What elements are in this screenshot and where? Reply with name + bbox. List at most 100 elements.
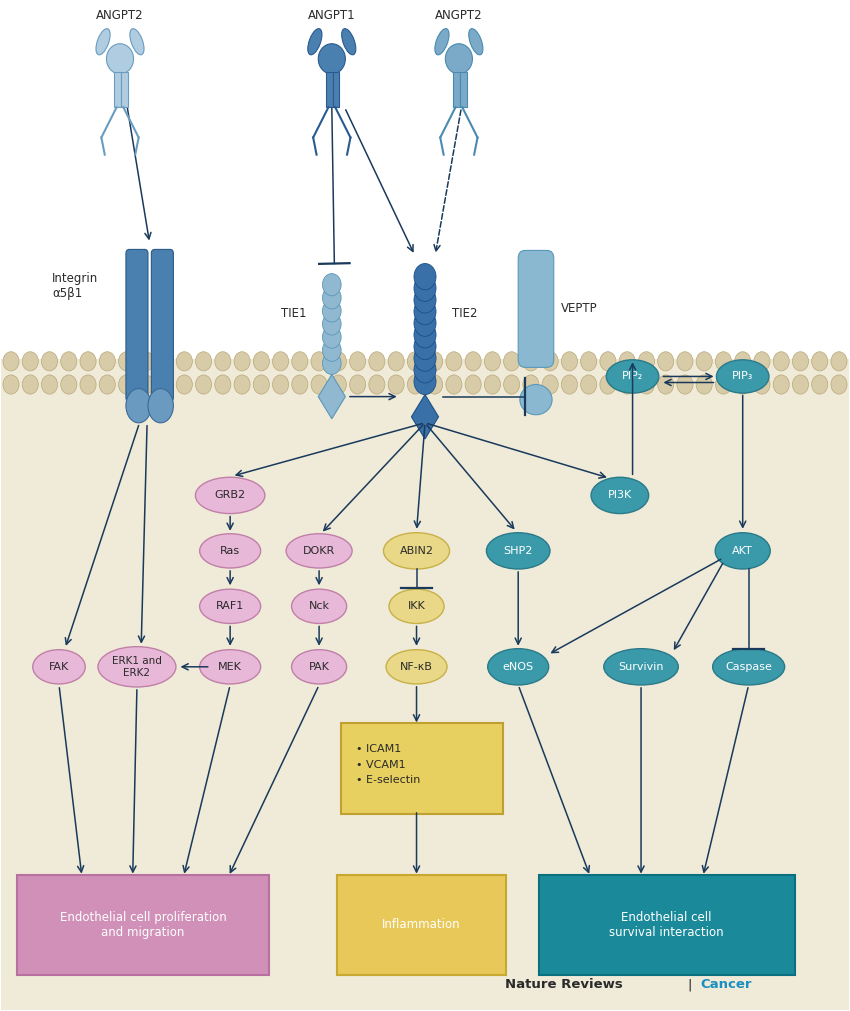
- Ellipse shape: [435, 28, 449, 55]
- Circle shape: [292, 375, 308, 394]
- Circle shape: [80, 375, 96, 394]
- Ellipse shape: [286, 534, 352, 568]
- Text: PIP₂: PIP₂: [622, 371, 643, 381]
- Circle shape: [322, 352, 341, 374]
- Ellipse shape: [717, 360, 769, 393]
- Bar: [2, 359, 848, 1010]
- Circle shape: [22, 352, 38, 371]
- Circle shape: [331, 352, 347, 371]
- Circle shape: [812, 375, 828, 394]
- Circle shape: [414, 310, 436, 337]
- Circle shape: [812, 352, 828, 371]
- Text: ERK1 and
ERK2: ERK1 and ERK2: [112, 656, 162, 677]
- Text: Caspase: Caspase: [725, 662, 772, 672]
- Ellipse shape: [606, 360, 659, 393]
- Circle shape: [600, 375, 616, 394]
- Text: ANGPT2: ANGPT2: [96, 8, 144, 21]
- Circle shape: [414, 368, 436, 394]
- Circle shape: [523, 375, 539, 394]
- Ellipse shape: [520, 384, 553, 415]
- Circle shape: [407, 352, 423, 371]
- Circle shape: [581, 352, 597, 371]
- Text: Nck: Nck: [309, 602, 330, 612]
- Circle shape: [322, 313, 341, 335]
- Ellipse shape: [604, 649, 678, 685]
- Text: NF-κB: NF-κB: [400, 662, 433, 672]
- Circle shape: [322, 326, 341, 348]
- Circle shape: [542, 352, 558, 371]
- Circle shape: [388, 352, 404, 371]
- Polygon shape: [453, 72, 460, 107]
- Text: GRB2: GRB2: [214, 490, 246, 500]
- FancyBboxPatch shape: [151, 250, 173, 401]
- Circle shape: [774, 375, 790, 394]
- Circle shape: [754, 375, 770, 394]
- Circle shape: [388, 375, 404, 394]
- Circle shape: [414, 287, 436, 313]
- Text: AKT: AKT: [733, 546, 753, 556]
- Circle shape: [414, 264, 436, 290]
- Ellipse shape: [96, 28, 110, 55]
- Ellipse shape: [488, 649, 549, 685]
- Circle shape: [414, 345, 436, 371]
- FancyBboxPatch shape: [126, 250, 148, 401]
- Circle shape: [619, 375, 635, 394]
- Circle shape: [42, 375, 58, 394]
- Circle shape: [292, 352, 308, 371]
- Circle shape: [322, 300, 341, 323]
- Circle shape: [215, 352, 231, 371]
- Text: TIE1: TIE1: [280, 307, 306, 320]
- Circle shape: [581, 375, 597, 394]
- Circle shape: [176, 352, 192, 371]
- Text: SHP2: SHP2: [503, 546, 533, 556]
- Circle shape: [446, 352, 462, 371]
- Circle shape: [414, 334, 436, 360]
- Circle shape: [176, 375, 192, 394]
- Text: Ras: Ras: [220, 546, 241, 556]
- Circle shape: [138, 375, 154, 394]
- Polygon shape: [121, 72, 128, 107]
- Circle shape: [561, 375, 577, 394]
- Circle shape: [311, 375, 327, 394]
- Ellipse shape: [130, 28, 144, 55]
- Text: MEK: MEK: [218, 662, 242, 672]
- Polygon shape: [326, 72, 332, 107]
- Circle shape: [561, 352, 577, 371]
- Circle shape: [677, 375, 693, 394]
- Circle shape: [273, 352, 289, 371]
- Text: • ICAM1: • ICAM1: [355, 744, 401, 754]
- Circle shape: [3, 352, 19, 371]
- Circle shape: [349, 375, 366, 394]
- Ellipse shape: [98, 647, 176, 687]
- Text: Cancer: Cancer: [700, 979, 752, 992]
- Circle shape: [414, 357, 436, 383]
- Circle shape: [349, 352, 366, 371]
- Circle shape: [427, 352, 443, 371]
- Ellipse shape: [342, 28, 356, 55]
- Circle shape: [322, 287, 341, 309]
- Ellipse shape: [196, 477, 265, 514]
- Ellipse shape: [292, 650, 347, 684]
- Circle shape: [322, 339, 341, 361]
- Text: ANGPT2: ANGPT2: [435, 8, 483, 21]
- Circle shape: [118, 375, 134, 394]
- Ellipse shape: [200, 650, 261, 684]
- FancyBboxPatch shape: [337, 875, 507, 976]
- Circle shape: [734, 352, 751, 371]
- Ellipse shape: [126, 388, 151, 423]
- FancyBboxPatch shape: [341, 723, 503, 814]
- Text: |: |: [688, 979, 692, 992]
- Circle shape: [446, 375, 462, 394]
- Text: VEPTP: VEPTP: [560, 302, 598, 315]
- Circle shape: [331, 375, 347, 394]
- Text: Endothelial cell
survival interaction: Endothelial cell survival interaction: [609, 911, 723, 939]
- Polygon shape: [460, 72, 467, 107]
- Ellipse shape: [712, 649, 785, 685]
- Ellipse shape: [445, 43, 473, 74]
- Circle shape: [3, 375, 19, 394]
- Text: eNOS: eNOS: [502, 662, 534, 672]
- Circle shape: [484, 375, 501, 394]
- Circle shape: [80, 352, 96, 371]
- Circle shape: [658, 375, 674, 394]
- Circle shape: [831, 352, 847, 371]
